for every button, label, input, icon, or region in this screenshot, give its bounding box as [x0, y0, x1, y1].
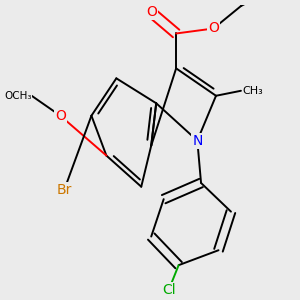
Text: OCH₃: OCH₃ — [4, 91, 32, 101]
Text: CH₃: CH₃ — [243, 86, 263, 96]
Text: N: N — [192, 134, 202, 148]
Text: O: O — [146, 5, 157, 19]
Text: O: O — [208, 22, 219, 35]
Text: O: O — [55, 109, 66, 123]
Text: Br: Br — [56, 183, 72, 197]
Text: Cl: Cl — [162, 283, 175, 297]
